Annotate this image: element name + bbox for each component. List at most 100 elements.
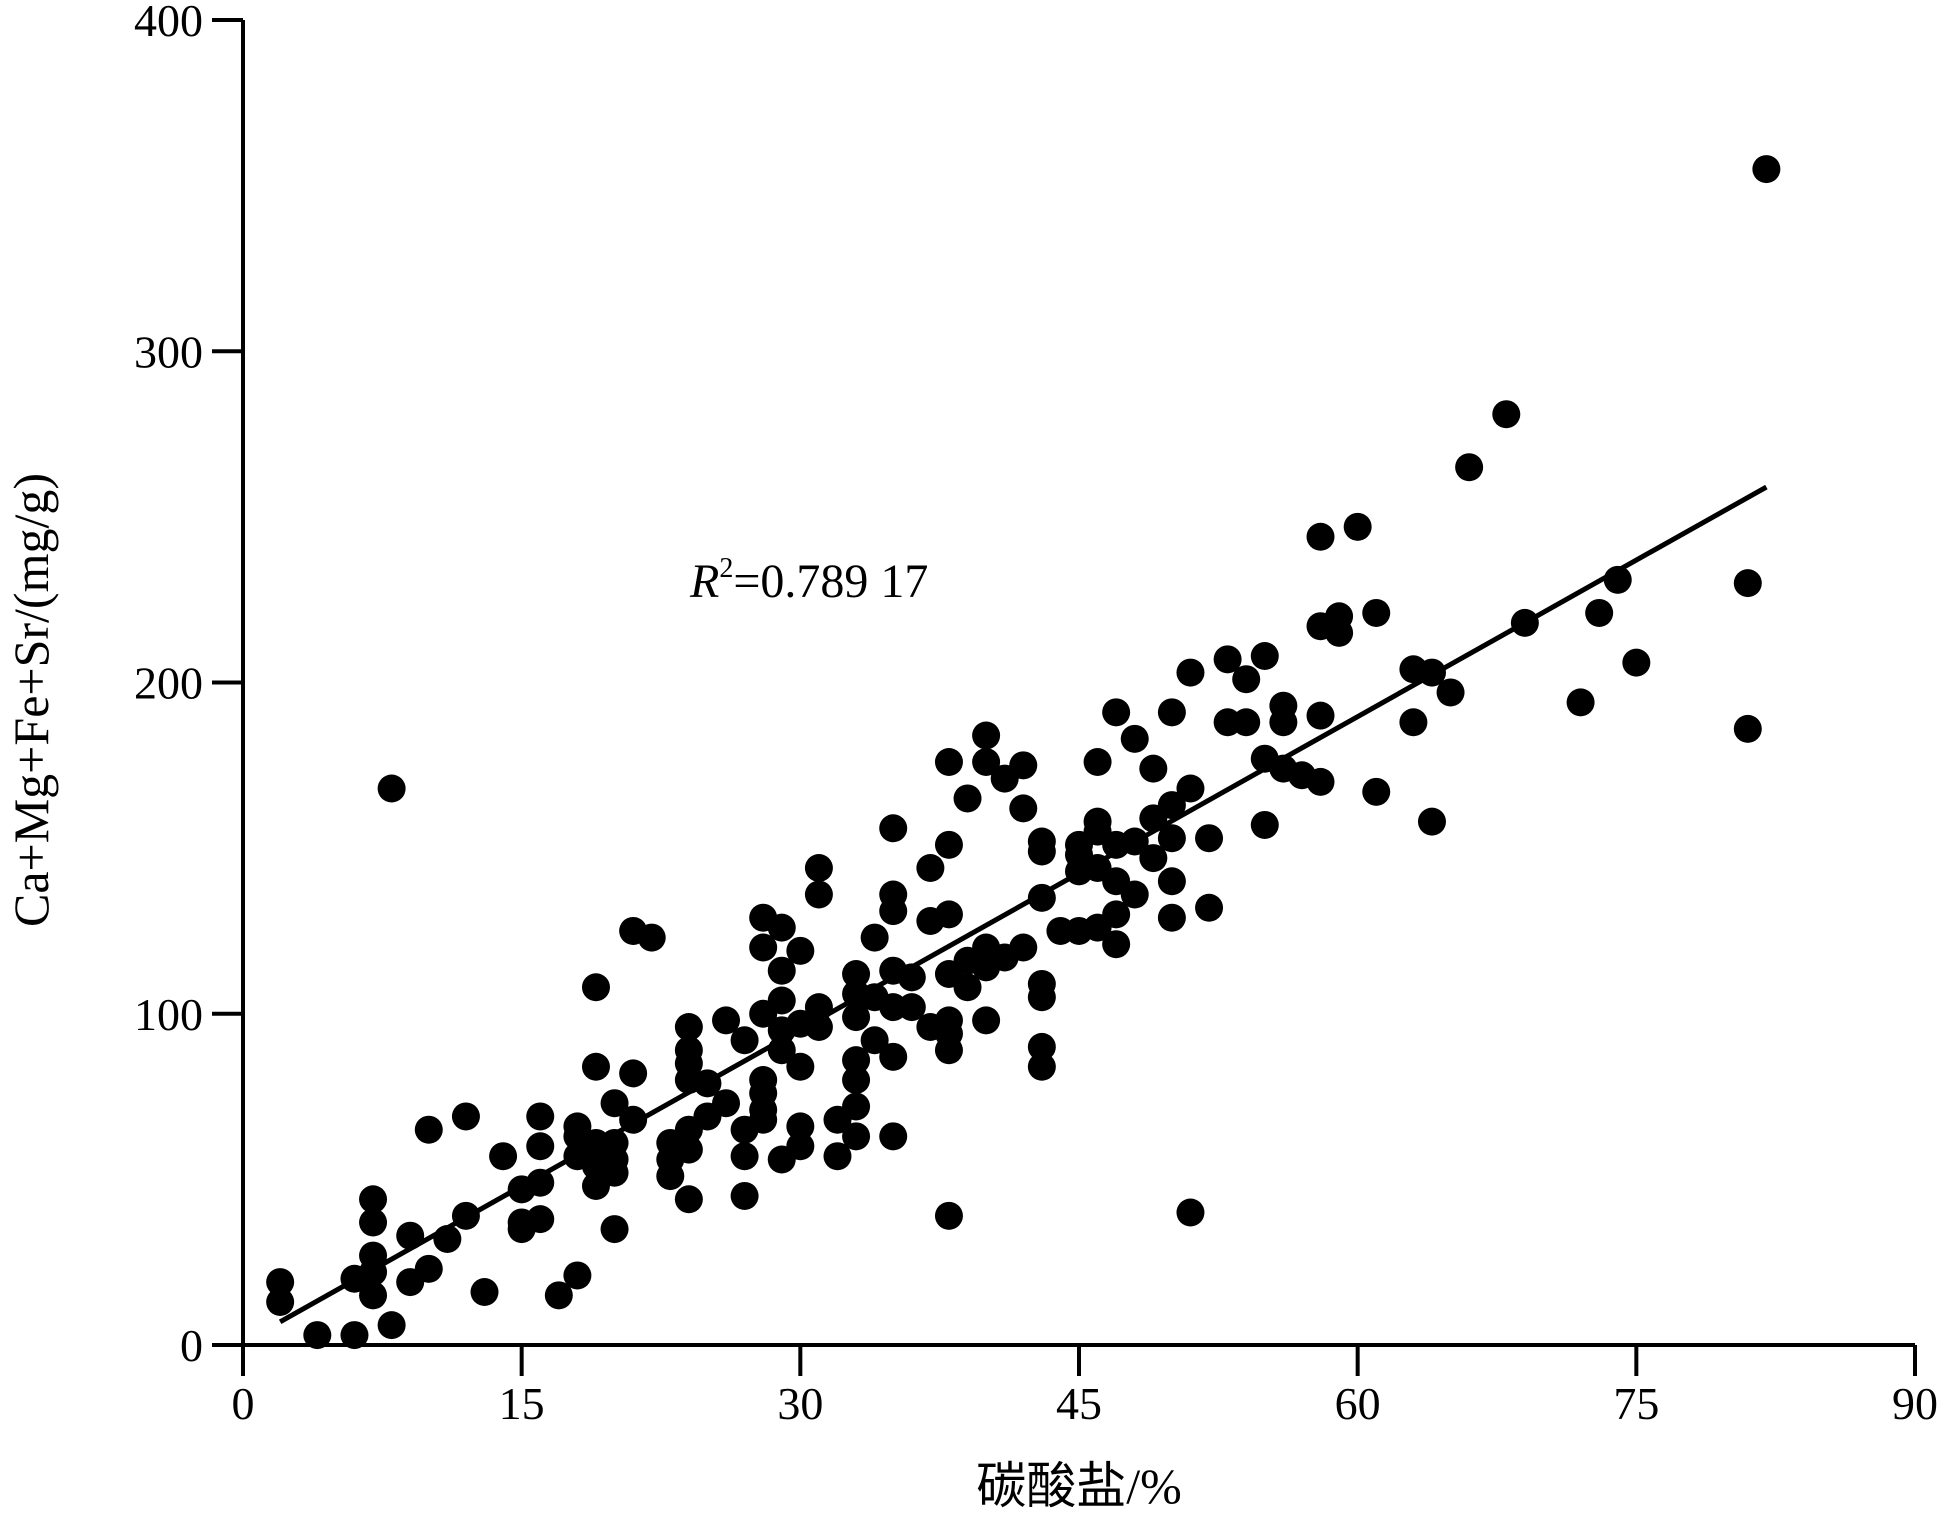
data-point: [730, 1026, 759, 1055]
data-point: [860, 1026, 889, 1055]
r-squared-exponent: 2: [719, 553, 733, 584]
data-point: [303, 1321, 332, 1350]
y-tick-label: 400: [134, 0, 203, 46]
data-point: [804, 854, 833, 882]
data-point: [712, 1006, 741, 1035]
data-point: [526, 1168, 555, 1197]
data-point: [1232, 708, 1261, 737]
data-point: [377, 774, 406, 803]
data-point: [266, 1287, 295, 1316]
data-point: [1009, 794, 1038, 823]
data-point: [1176, 774, 1205, 803]
data-point: [842, 1092, 871, 1121]
data-point: [934, 1201, 963, 1230]
data-point: [1566, 688, 1595, 717]
x-axis-title: 碳酸盐/%: [976, 1458, 1182, 1514]
y-tick-label: 100: [134, 989, 203, 1040]
data-point: [1027, 1032, 1056, 1061]
data-point: [860, 923, 889, 952]
data-point: [879, 1042, 908, 1071]
data-point: [934, 748, 963, 776]
data-point: [1176, 658, 1205, 687]
data-point: [581, 1052, 610, 1081]
data-point: [1232, 665, 1261, 694]
data-point: [842, 1122, 871, 1151]
y-axis-title: Ca+Mg+Fe+Sr/(mg/g): [3, 473, 59, 927]
data-point: [972, 748, 1001, 776]
data-point: [934, 1036, 963, 1065]
data-point: [414, 1254, 443, 1283]
data-point: [1306, 701, 1335, 730]
data-point: [1325, 618, 1354, 647]
axis-ticks: 0 15 30 45 60 75 90 0 100 200 300 400: [134, 0, 1938, 1429]
data-point: [544, 1281, 573, 1310]
data-point: [1585, 598, 1614, 627]
data-point: [767, 956, 796, 985]
x-tick-label: 0: [232, 1378, 255, 1429]
data-point: [972, 721, 1001, 750]
data-point: [1157, 824, 1186, 853]
data-point: [359, 1185, 388, 1214]
data-point: [730, 1181, 759, 1210]
data-point: [1102, 930, 1131, 959]
data-point: [1455, 453, 1484, 482]
data-point: [804, 1013, 833, 1041]
data-point: [637, 923, 666, 952]
y-tick-label: 0: [180, 1320, 203, 1371]
data-point: [1362, 598, 1391, 627]
x-tick-label: 90: [1892, 1378, 1938, 1429]
data-point: [842, 960, 871, 988]
data-point: [953, 784, 982, 813]
data-point: [674, 1135, 703, 1164]
data-point: [1306, 522, 1335, 551]
data-point: [526, 1205, 555, 1234]
data-point: [1157, 791, 1186, 820]
data-point: [674, 1013, 703, 1041]
data-point: [526, 1132, 555, 1161]
data-point: [842, 1003, 871, 1032]
data-point: [804, 880, 833, 909]
data-point: [767, 913, 796, 942]
data-point: [1195, 893, 1224, 922]
data-point: [414, 1115, 443, 1144]
data-point: [563, 1261, 592, 1290]
data-point: [1157, 867, 1186, 896]
data-point: [1250, 642, 1279, 670]
data-point: [340, 1321, 369, 1350]
data-point: [1269, 708, 1298, 737]
data-point: [600, 1158, 629, 1187]
data-point: [1306, 767, 1335, 796]
data-point: [1009, 933, 1038, 962]
data-point: [1492, 400, 1521, 429]
data-point: [1027, 1052, 1056, 1081]
data-point: [1417, 807, 1446, 836]
x-tick-label: 30: [777, 1378, 823, 1429]
data-point: [786, 1052, 815, 1081]
data-point: [451, 1102, 480, 1131]
data-point: [600, 1215, 629, 1244]
data-point: [1362, 777, 1391, 806]
data-point: [879, 814, 908, 843]
data-point: [1399, 708, 1428, 737]
data-point: [1083, 748, 1112, 776]
data-point: [879, 897, 908, 926]
data-point: [972, 1006, 1001, 1035]
data-point: [1250, 810, 1279, 839]
data-point: [897, 993, 926, 1022]
data-point: [1027, 983, 1056, 1012]
data-point: [934, 830, 963, 859]
x-tick-label: 75: [1613, 1378, 1659, 1429]
y-tick-label: 200: [134, 658, 203, 709]
data-point: [916, 854, 945, 882]
y-tick-label: 300: [134, 326, 203, 377]
data-point: [953, 973, 982, 1002]
data-point: [1139, 754, 1168, 783]
data-point: [767, 986, 796, 1015]
data-point: [1436, 678, 1465, 707]
trendline-group: [278, 484, 1768, 1324]
data-point: [1343, 512, 1372, 541]
data-point: [526, 1102, 555, 1131]
data-point: [656, 1162, 685, 1191]
x-tick-label: 60: [1335, 1378, 1381, 1429]
data-point: [674, 1185, 703, 1214]
